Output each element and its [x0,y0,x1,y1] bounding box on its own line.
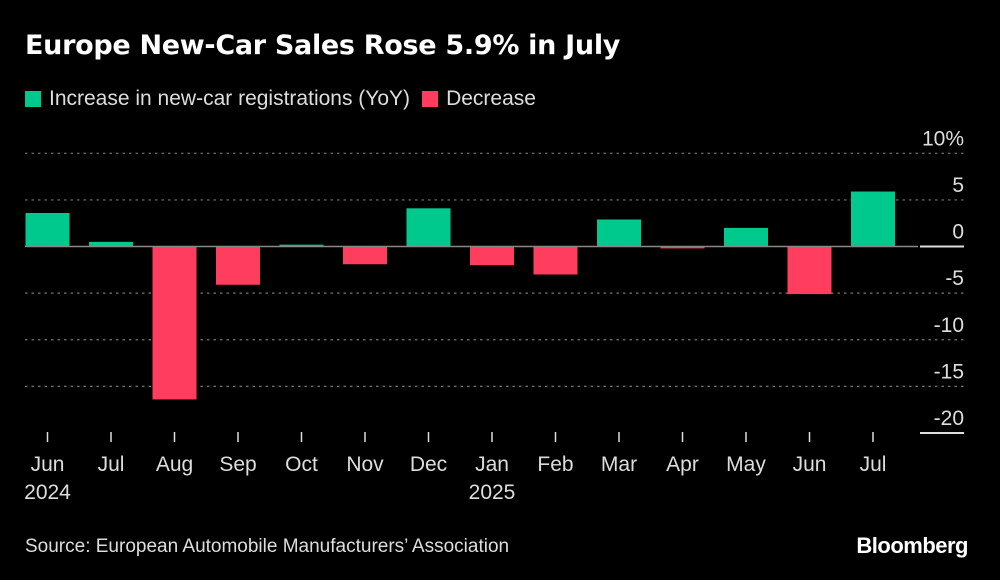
x-tick-label: Feb [537,453,573,476]
bar-nov-5 [343,246,387,265]
x-year-label: 2025 [469,481,516,504]
bar-jun-12 [787,246,832,295]
x-tick-label: Nov [346,453,384,476]
bar-jul-1 [89,241,133,247]
legend-item-increase: Increase in new-car registrations (YoY) [25,87,410,111]
legend-swatch-decrease [422,91,439,107]
bar-jul-13 [851,191,895,247]
bar-aug-2 [152,246,197,400]
y-tick-label: -20 [934,407,964,430]
bar-feb-8 [533,246,578,275]
legend-item-decrease: Decrease [422,87,536,111]
bar-mar-9 [597,219,641,247]
y-tick-label: 0 [952,221,964,244]
bar-may-11 [724,227,768,247]
bar-sep-3 [216,246,260,285]
x-tick-label: Sep [219,453,256,476]
x-tick-label: May [726,453,766,476]
x-tick-label: Mar [601,453,637,476]
x-tick-label: Aug [156,453,193,476]
bar-dec-6 [406,208,451,247]
y-tick-label: 10% [922,127,964,150]
chart-title: Europe New-Car Sales Rose 5.9% in July [25,30,621,61]
x-tick-label: Oct [285,453,318,476]
x-year-label: 2024 [24,481,71,504]
x-tick-label: Jul [98,453,125,476]
bloomberg-logo: Bloomberg [856,533,968,558]
source-note: Source: European Automobile Manufacturer… [25,536,510,557]
x-tick-label: Jun [31,453,65,476]
x-tick-label: Jan [475,453,509,476]
legend: Increase in new-car registrations (YoY) … [25,87,548,111]
y-tick-label: 5 [952,174,964,197]
y-tick-label: -10 [934,314,964,337]
y-tick-label: -5 [945,267,964,290]
x-tick-label: Jul [860,453,887,476]
legend-swatch-increase [25,91,41,107]
y-tick-label: -15 [934,360,964,383]
x-tick-label: Jun [793,453,827,476]
bar-jan-7 [470,246,514,266]
bar-oct-4 [279,244,324,247]
bar-jun-0 [25,212,70,247]
legend-label-increase: Increase in new-car registrations (YoY) [49,87,411,110]
x-tick-label: Apr [666,453,699,476]
legend-label-decrease: Decrease [446,87,536,110]
bar-apr-10 [660,246,705,249]
x-tick-label: Dec [410,453,447,476]
